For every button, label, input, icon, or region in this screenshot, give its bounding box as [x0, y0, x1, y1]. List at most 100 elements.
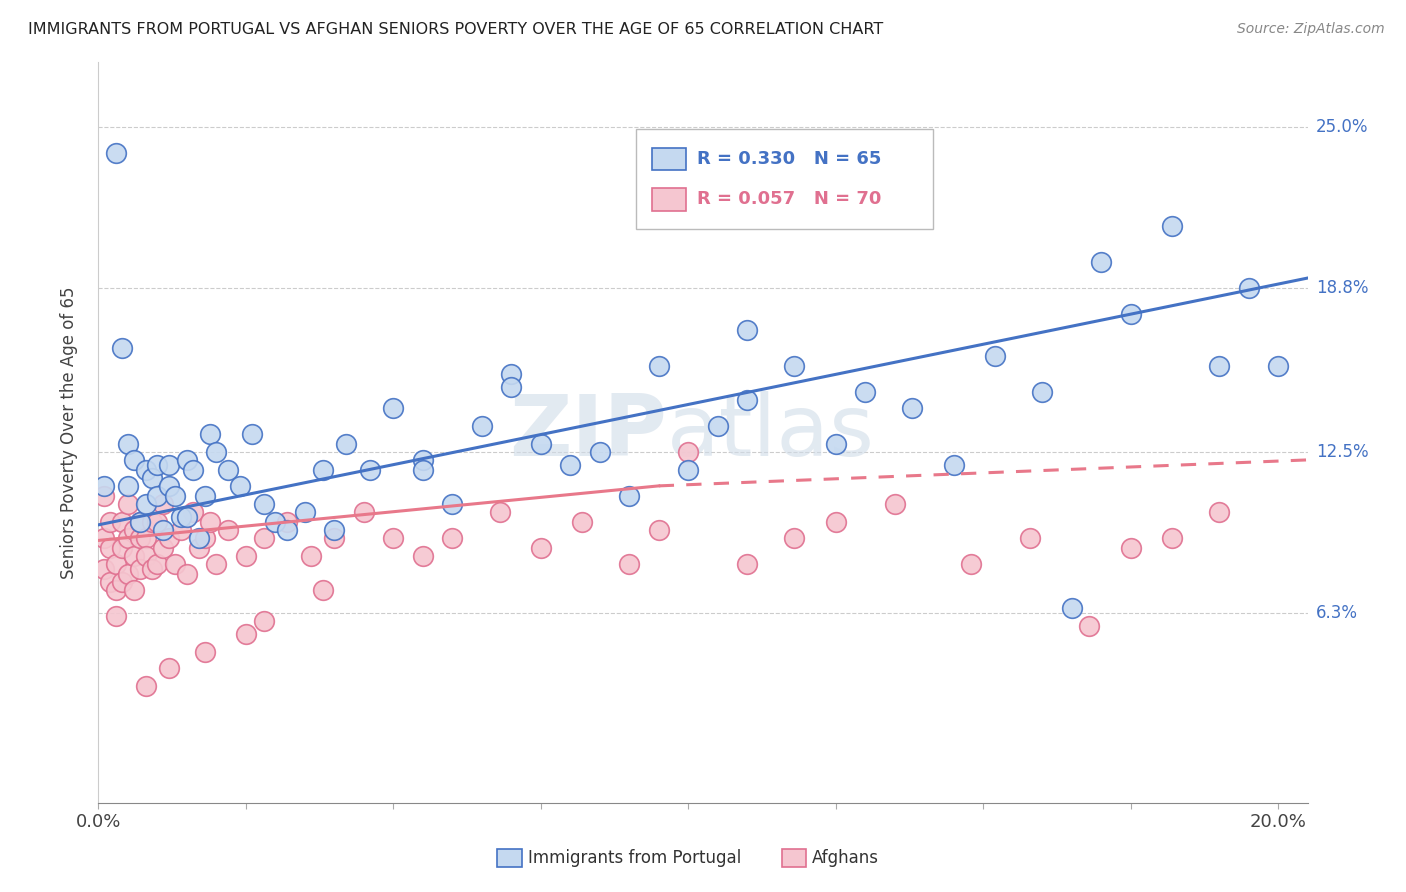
Text: R = 0.057   N = 70: R = 0.057 N = 70: [697, 190, 882, 209]
Point: [1208, 505, 1230, 519]
Point: [194, 531, 217, 545]
Point: [122, 523, 145, 537]
Point: [181, 463, 204, 477]
Point: [619, 557, 641, 571]
Point: [240, 426, 263, 441]
Point: [1031, 385, 1053, 400]
Point: [194, 489, 217, 503]
Point: [187, 531, 209, 545]
Point: [93, 531, 115, 545]
Bar: [782, 848, 806, 867]
Point: [157, 479, 180, 493]
Point: [117, 531, 139, 545]
Point: [441, 497, 464, 511]
Point: [111, 341, 134, 355]
Point: [1090, 255, 1112, 269]
Point: [1208, 359, 1230, 374]
Point: [152, 497, 174, 511]
Point: [122, 549, 145, 563]
Point: [1119, 541, 1142, 556]
Point: [942, 458, 965, 472]
Point: [960, 557, 983, 571]
Point: [165, 557, 187, 571]
Point: [235, 627, 257, 641]
Point: [98, 574, 121, 589]
Text: 18.8%: 18.8%: [1316, 279, 1368, 297]
Point: [146, 489, 169, 503]
Point: [471, 419, 494, 434]
Point: [152, 523, 174, 537]
Point: [181, 505, 204, 519]
Point: [152, 541, 174, 556]
Bar: [498, 848, 522, 867]
Point: [359, 463, 381, 477]
Point: [128, 515, 150, 529]
Text: Immigrants from Portugal: Immigrants from Portugal: [527, 849, 741, 867]
Point: [883, 497, 905, 511]
Point: [1161, 219, 1184, 233]
Point: [135, 549, 157, 563]
Point: [853, 385, 876, 400]
Point: [98, 541, 121, 556]
Point: [412, 549, 434, 563]
Point: [589, 445, 612, 459]
Point: [229, 479, 252, 493]
Point: [93, 489, 115, 503]
Point: [141, 471, 163, 485]
Point: [157, 661, 180, 675]
Point: [105, 146, 128, 161]
Point: [824, 515, 846, 529]
Point: [353, 505, 375, 519]
Point: [678, 463, 700, 477]
Point: [217, 523, 239, 537]
Point: [294, 505, 316, 519]
Point: [1161, 531, 1184, 545]
Point: [122, 453, 145, 467]
Point: [252, 531, 274, 545]
Point: [146, 515, 169, 529]
Point: [157, 531, 180, 545]
Point: [128, 562, 150, 576]
Point: [382, 401, 405, 415]
Text: IMMIGRANTS FROM PORTUGAL VS AFGHAN SENIORS POVERTY OVER THE AGE OF 65 CORRELATIO: IMMIGRANTS FROM PORTUGAL VS AFGHAN SENIO…: [28, 22, 883, 37]
Text: 6.3%: 6.3%: [1316, 604, 1358, 622]
Point: [1078, 619, 1101, 633]
Point: [111, 574, 134, 589]
Point: [105, 582, 128, 597]
FancyBboxPatch shape: [652, 188, 686, 211]
Text: atlas: atlas: [666, 391, 875, 475]
Point: [176, 453, 198, 467]
Point: [783, 359, 806, 374]
Point: [205, 445, 228, 459]
Point: [311, 463, 333, 477]
Point: [135, 463, 157, 477]
Point: [128, 515, 150, 529]
FancyBboxPatch shape: [652, 147, 686, 169]
Point: [141, 515, 163, 529]
Point: [117, 497, 139, 511]
Point: [135, 497, 157, 511]
Point: [571, 515, 593, 529]
Point: [412, 453, 434, 467]
Point: [706, 419, 728, 434]
Point: [276, 523, 298, 537]
Point: [619, 489, 641, 503]
Point: [170, 510, 193, 524]
Point: [783, 531, 806, 545]
Point: [128, 531, 150, 545]
Point: [1060, 601, 1083, 615]
Point: [165, 489, 187, 503]
Point: [501, 367, 523, 381]
Point: [323, 531, 346, 545]
Point: [648, 359, 671, 374]
Point: [311, 582, 333, 597]
Point: [117, 567, 139, 582]
Point: [530, 541, 553, 556]
Point: [648, 523, 671, 537]
Point: [200, 426, 222, 441]
Point: [217, 463, 239, 477]
Text: Afghans: Afghans: [811, 849, 879, 867]
Point: [93, 562, 115, 576]
Point: [678, 445, 700, 459]
Point: [157, 458, 180, 472]
